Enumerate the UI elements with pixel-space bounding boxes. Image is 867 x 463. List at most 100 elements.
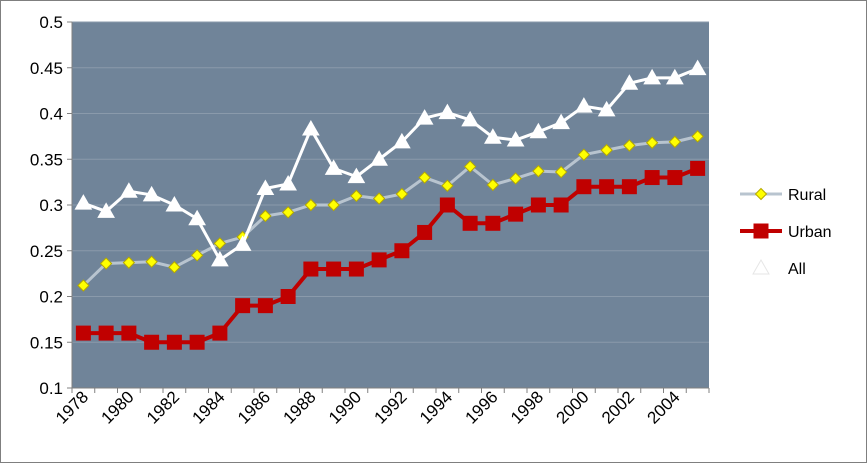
data-point-urban xyxy=(326,261,342,277)
y-tick-label: 0.1 xyxy=(39,379,63,398)
data-point-urban xyxy=(98,325,114,341)
x-tick-label: 1998 xyxy=(507,387,547,427)
data-point-all xyxy=(666,68,684,85)
data-point-urban xyxy=(553,197,569,213)
data-point-urban xyxy=(576,179,592,195)
y-tick-label: 0.45 xyxy=(30,59,63,78)
data-point-all xyxy=(393,132,411,149)
data-point-all xyxy=(188,209,206,226)
data-point-urban xyxy=(417,224,433,240)
data-point-rural xyxy=(600,143,613,157)
y-tick-label: 0.25 xyxy=(30,242,63,261)
data-point-rural xyxy=(577,148,591,161)
data-point-all xyxy=(142,185,161,202)
data-point-all xyxy=(120,182,138,198)
data-point-rural xyxy=(168,261,181,274)
data-point-all xyxy=(302,120,320,136)
x-tick-label: 1986 xyxy=(234,387,274,427)
data-point-all xyxy=(461,110,479,127)
y-tick-label: 0.4 xyxy=(39,105,63,124)
data-point-rural xyxy=(623,139,636,152)
data-point-urban xyxy=(144,334,160,350)
y-axis-ticks: 0.1 0.15 0.2 0.25 0.3 0.35 0.4 0.45 0.5 xyxy=(30,13,72,398)
series-line-all xyxy=(82,67,699,262)
data-point-urban xyxy=(348,261,364,277)
data-point-rural xyxy=(395,187,409,201)
data-point-rural xyxy=(259,209,272,223)
data-point-urban xyxy=(599,179,615,195)
x-tick-label: 1996 xyxy=(462,387,502,427)
data-point-rural xyxy=(281,206,295,219)
legend-marker xyxy=(754,187,768,201)
legend-label: All xyxy=(788,261,806,278)
legend-item-rural: Rural xyxy=(740,187,826,204)
data-point-all xyxy=(347,167,366,184)
data-point-urban xyxy=(508,206,524,222)
data-point-urban xyxy=(189,334,205,350)
data-point-urban xyxy=(439,197,455,213)
x-tick-label: 1982 xyxy=(143,387,183,427)
data-point-urban xyxy=(667,170,683,186)
x-tick-label: 1988 xyxy=(280,387,320,427)
series-group xyxy=(74,59,707,350)
data-point-all xyxy=(552,113,570,130)
data-point-urban xyxy=(257,298,273,314)
data-point-all xyxy=(165,195,184,212)
data-point-urban xyxy=(371,252,387,268)
x-tick-label: 1990 xyxy=(325,387,365,427)
data-point-urban xyxy=(75,325,91,341)
data-point-all xyxy=(256,179,275,196)
data-point-rural xyxy=(122,256,136,269)
data-point-all xyxy=(529,122,548,139)
data-point-urban xyxy=(644,170,660,186)
data-point-urban xyxy=(303,261,319,277)
x-tick-label: 2002 xyxy=(598,387,638,427)
y-tick-label: 0.35 xyxy=(30,150,63,169)
legend-label: Rural xyxy=(788,187,826,204)
data-point-rural xyxy=(554,165,568,179)
legend-item-all: All xyxy=(740,258,806,278)
x-tick-label: 1980 xyxy=(98,387,138,427)
series-line-rural xyxy=(82,134,698,287)
data-point-rural xyxy=(190,249,204,262)
data-point-rural xyxy=(145,255,158,268)
data-point-rural xyxy=(304,198,318,212)
legend-label: Urban xyxy=(788,224,832,241)
data-point-rural xyxy=(327,198,340,212)
series-all xyxy=(74,59,707,267)
data-point-urban xyxy=(485,215,501,231)
data-point-urban xyxy=(212,325,228,341)
x-tick-label: 2004 xyxy=(644,387,684,427)
data-point-all xyxy=(74,194,93,210)
data-point-urban xyxy=(394,243,410,259)
data-point-all xyxy=(506,131,525,147)
data-point-urban xyxy=(166,334,182,350)
data-point-all xyxy=(370,150,388,166)
data-point-all xyxy=(620,74,639,90)
data-point-urban xyxy=(690,160,706,176)
y-tick-label: 0.3 xyxy=(39,196,63,215)
y-tick-label: 0.15 xyxy=(30,333,63,352)
data-point-all xyxy=(575,97,593,113)
data-point-rural xyxy=(418,171,431,184)
data-point-all xyxy=(324,159,343,175)
data-point-rural xyxy=(463,160,477,173)
y-tick-label: 0.2 xyxy=(39,288,63,307)
data-point-rural xyxy=(486,178,500,192)
series-line-urban xyxy=(83,166,699,345)
data-point-rural xyxy=(691,130,704,143)
legend: Rural Urban All xyxy=(740,187,832,278)
data-point-rural xyxy=(372,192,386,205)
data-point-urban xyxy=(621,179,637,195)
x-tick-label: 1984 xyxy=(189,387,229,427)
data-point-all xyxy=(438,103,457,120)
data-point-all xyxy=(415,109,434,125)
data-point-rural xyxy=(213,237,227,250)
data-point-rural xyxy=(77,279,90,292)
data-point-urban xyxy=(121,325,137,341)
data-point-rural xyxy=(441,179,454,192)
data-point-all xyxy=(97,202,115,218)
data-point-urban xyxy=(280,289,296,304)
data-point-all xyxy=(233,235,252,251)
